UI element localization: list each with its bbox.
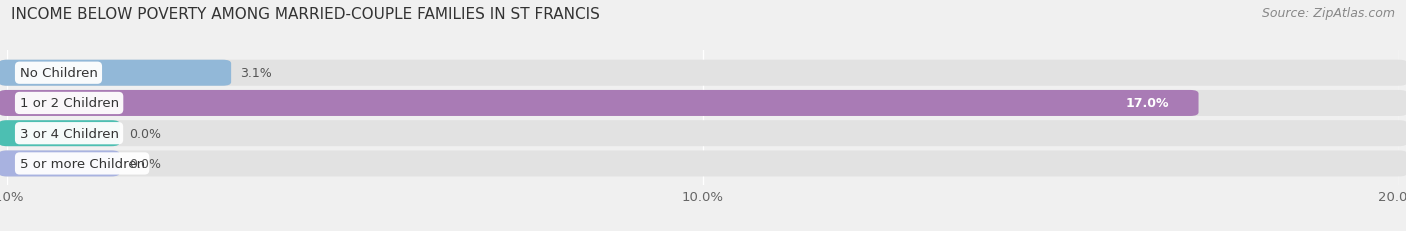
FancyBboxPatch shape (0, 61, 231, 86)
Text: 5 or more Children: 5 or more Children (20, 157, 145, 170)
FancyBboxPatch shape (0, 61, 1406, 86)
Text: INCOME BELOW POVERTY AMONG MARRIED-COUPLE FAMILIES IN ST FRANCIS: INCOME BELOW POVERTY AMONG MARRIED-COUPL… (11, 7, 600, 22)
Text: 17.0%: 17.0% (1126, 97, 1170, 110)
Text: 0.0%: 0.0% (129, 157, 160, 170)
FancyBboxPatch shape (0, 121, 1406, 146)
Text: No Children: No Children (20, 67, 97, 80)
FancyBboxPatch shape (0, 91, 1198, 116)
Text: 3 or 4 Children: 3 or 4 Children (20, 127, 118, 140)
Text: 3.1%: 3.1% (240, 67, 271, 80)
Text: 0.0%: 0.0% (129, 127, 160, 140)
FancyBboxPatch shape (0, 121, 120, 146)
Text: 1 or 2 Children: 1 or 2 Children (20, 97, 118, 110)
FancyBboxPatch shape (0, 91, 1406, 116)
FancyBboxPatch shape (0, 151, 120, 177)
Text: Source: ZipAtlas.com: Source: ZipAtlas.com (1261, 7, 1395, 20)
FancyBboxPatch shape (0, 151, 1406, 177)
